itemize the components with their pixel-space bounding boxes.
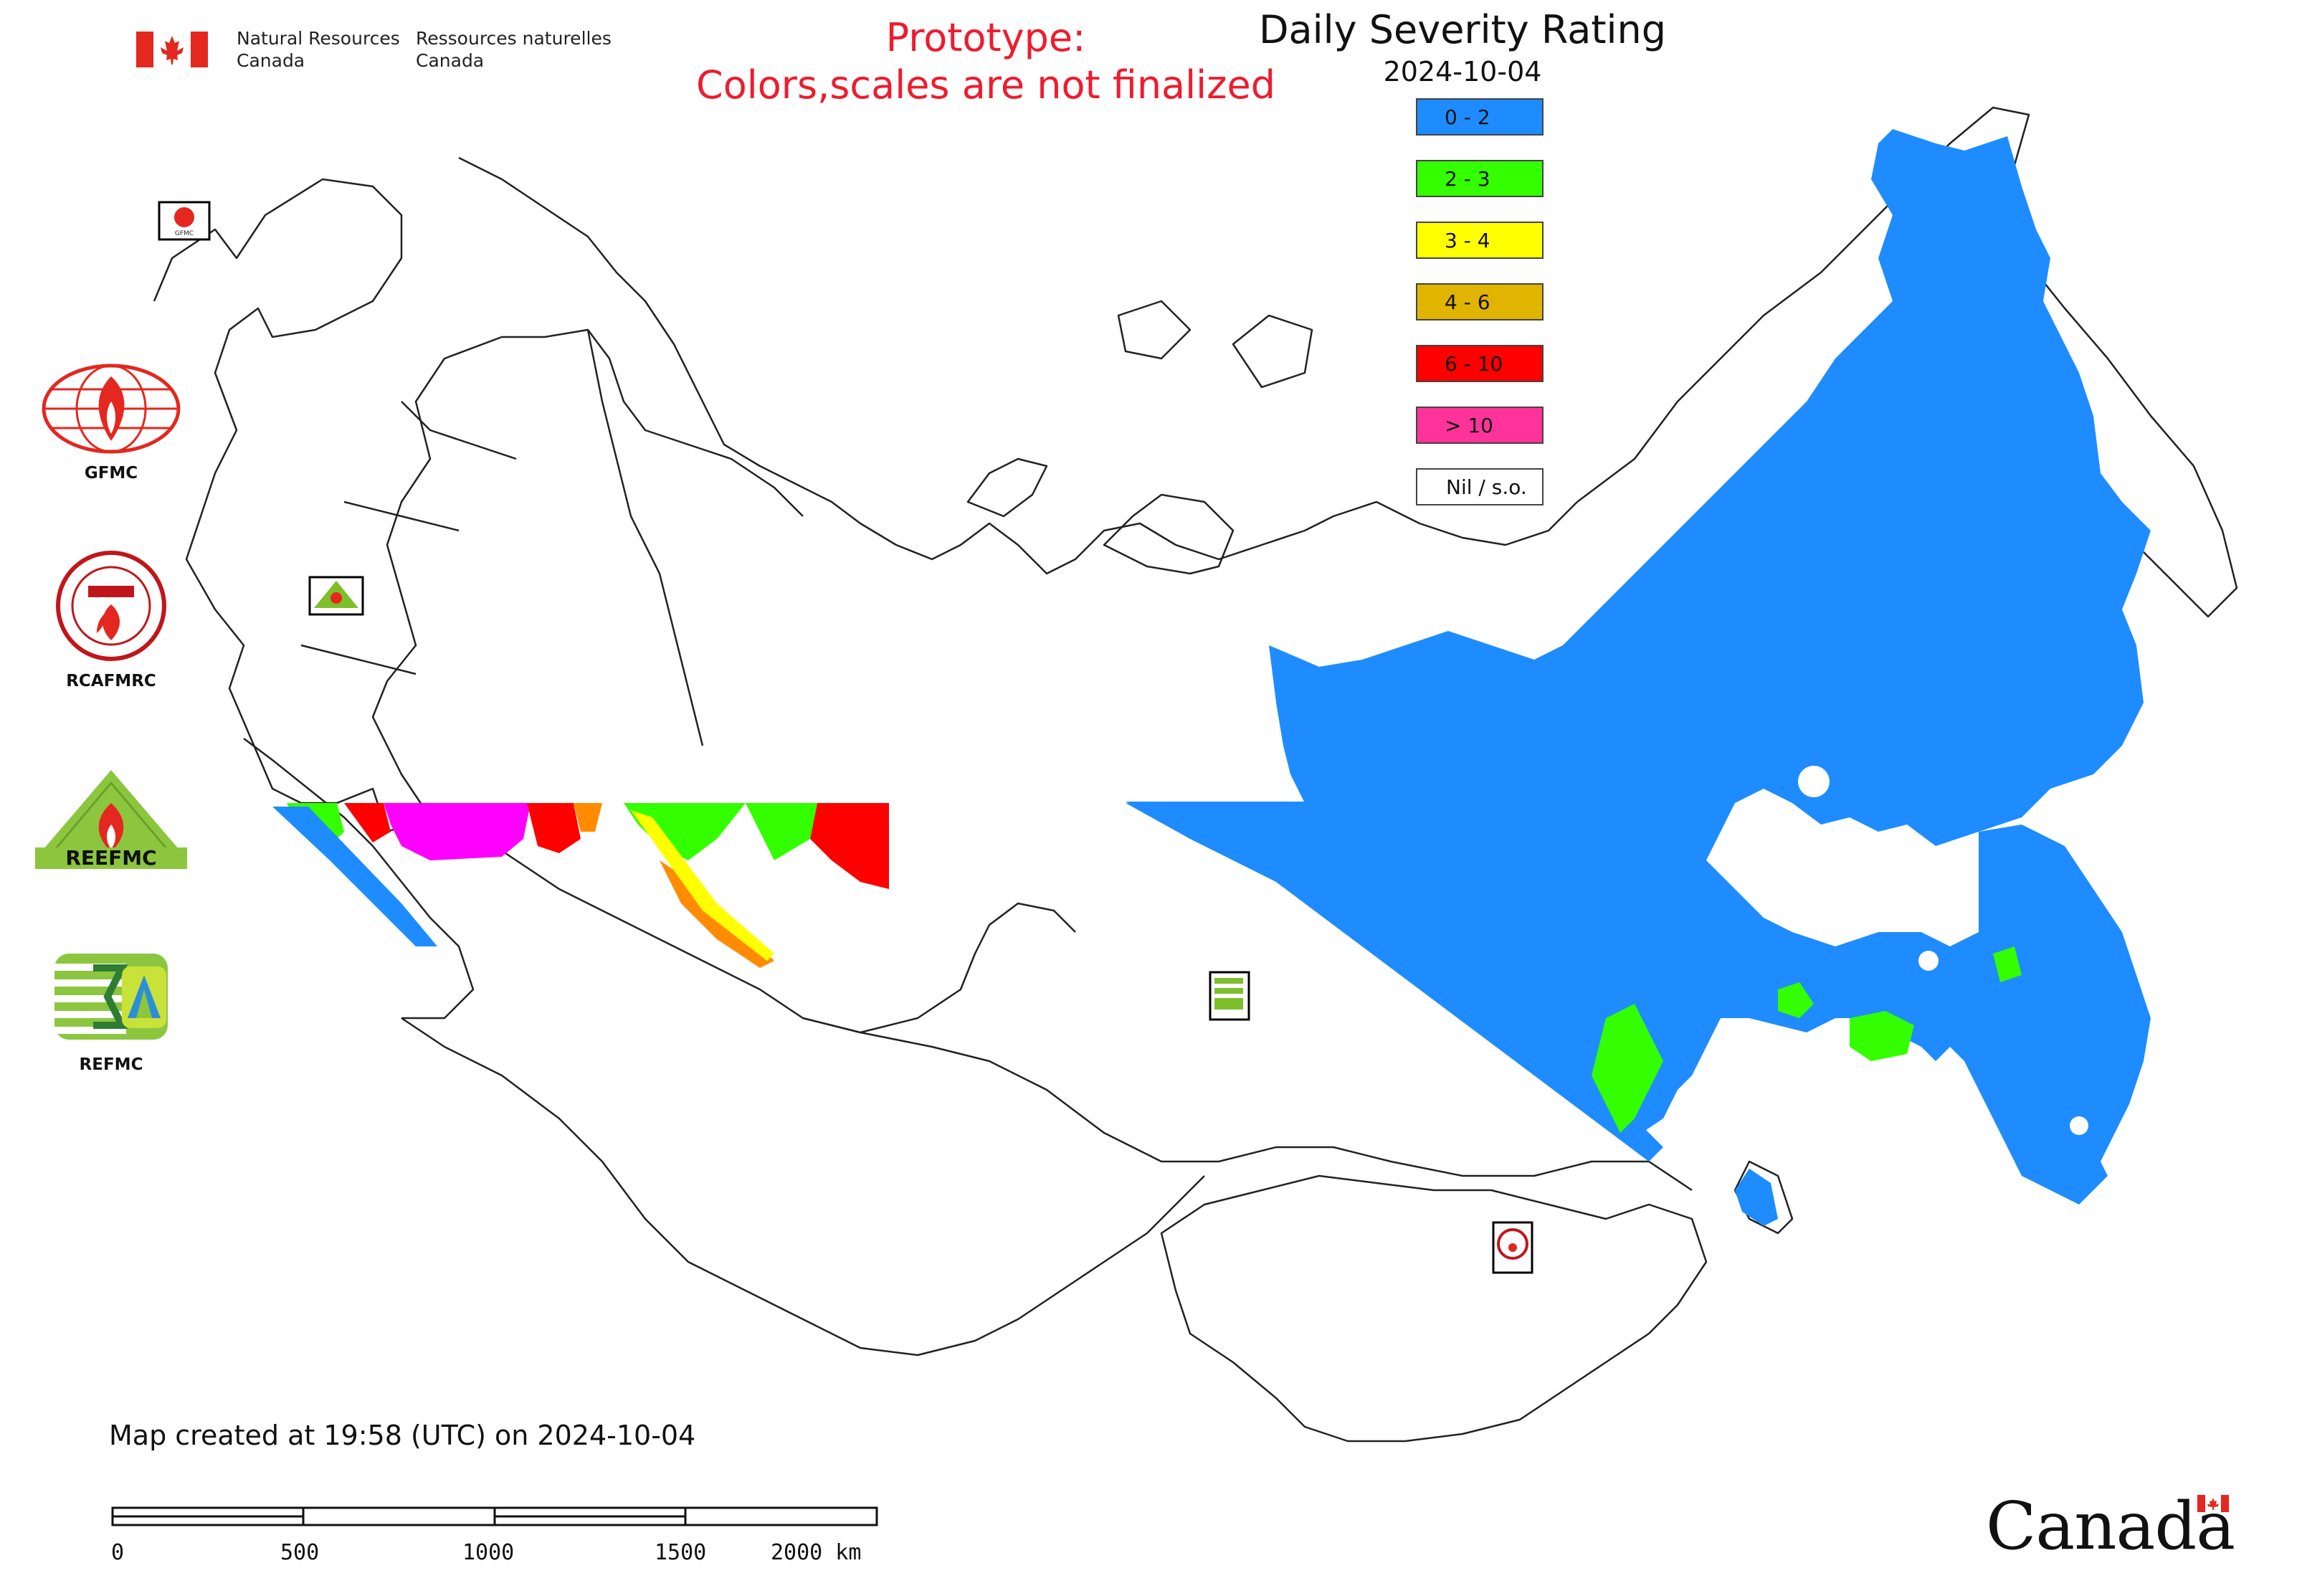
refmc-logo: REFMC — [29, 946, 194, 1074]
canada-wordmark-flag-icon — [2197, 1495, 2230, 1512]
kazakhstan-border — [429, 816, 1076, 1034]
scale-tick-0: 0 — [111, 1540, 124, 1565]
chukotka-outline — [1576, 106, 2030, 503]
russia-south-border — [802, 1017, 1693, 1192]
scale-tick-1500: 1500 — [655, 1540, 706, 1565]
severity-strip-mid-4 — [631, 810, 774, 961]
nil-hole-2 — [1918, 951, 1939, 971]
legend-item-2-3: 2 - 3 — [1416, 160, 1544, 197]
sakhalin-outline — [1733, 1160, 1794, 1235]
reefmc-wordmark: REEFMC — [65, 846, 156, 870]
severity-zone-0-2-sakhalin — [1735, 1169, 1778, 1226]
refmc-label: REFMC — [79, 1055, 143, 1074]
legend-label: 6 - 10 — [1445, 351, 1503, 376]
agency-name-fr: Ressources naturelles Canada — [416, 28, 612, 71]
ukraine-belarus-border — [243, 738, 475, 1020]
agency-name-en: Natural Resources Canada — [237, 28, 400, 71]
prototype-line-2: Colors,scales are not finalized — [696, 62, 1275, 108]
severity-zone-2-3-c — [1850, 1011, 1914, 1061]
legend-item-gt-10: > 10 — [1416, 407, 1544, 444]
taymyr-peninsula — [1103, 493, 1235, 575]
legend-label: 0 - 2 — [1445, 105, 1490, 129]
legend-label: > 10 — [1445, 413, 1493, 437]
legend-label: 4 - 6 — [1445, 290, 1490, 314]
severity-strip-west-6 — [272, 807, 437, 946]
novaya-zemlya — [966, 457, 1048, 518]
legend-label: 2 - 3 — [1445, 166, 1490, 191]
legend-label: 3 - 4 — [1445, 228, 1490, 252]
nil-hole-4 — [1688, 1104, 1717, 1133]
severity-layer — [272, 129, 2151, 1226]
svg-text:GFMC: GFMC — [175, 230, 194, 237]
scale-tick-500: 500 — [280, 1540, 319, 1565]
ural-region-borders — [300, 329, 704, 746]
severity-zone-0-2 — [1269, 129, 2151, 1205]
central-asia-border — [401, 1017, 1205, 1357]
reefmc-logo-icon: REEFMC — [35, 770, 187, 870]
gfmc-logo-icon — [42, 364, 181, 454]
map-creation-note: Map created at 19:58 (UTC) on 2024-10-04 — [109, 1420, 696, 1451]
legend-label: Nil / s.o. — [1446, 475, 1527, 499]
legend-item-nil: Nil / s.o. — [1416, 468, 1544, 505]
scale-bar: 0 500 1000 1500 2000 km — [111, 1506, 878, 1565]
russia-north-coast — [458, 156, 1578, 575]
legend-item-0-2: 0 - 2 — [1416, 98, 1544, 136]
reefmc-logo: REEFMC — [29, 767, 194, 878]
rcafmrc-logo: RCAFMRC — [29, 548, 194, 690]
gfmc-logo: GFMC — [29, 362, 194, 483]
scale-tick-1000: 1000 — [462, 1540, 514, 1565]
severity-strip-mid-2 — [810, 803, 889, 889]
prototype-notice: Prototype: Colors,scales are not finaliz… — [609, 14, 1362, 109]
severity-strip-west-3 — [574, 803, 602, 832]
mongolia-border — [1160, 1174, 1708, 1443]
severity-zone-2-3-b — [1778, 982, 1814, 1018]
severity-zone-0-2-east — [1979, 825, 2151, 1176]
severity-strip-mid-1 — [624, 803, 746, 860]
severity-strip-west-1 — [384, 803, 531, 860]
europe-outline — [153, 178, 804, 833]
nil-hole-3 — [2070, 1116, 2088, 1135]
severity-strip-mid-5 — [746, 803, 817, 860]
prototype-line-1: Prototype: — [885, 15, 1086, 60]
rcafmrc-logo-icon — [56, 551, 166, 661]
canada-wordmark-text: Canada — [1986, 1488, 2235, 1564]
canada-flag-icon — [136, 32, 208, 67]
refmc-logo-icon — [54, 954, 168, 1040]
legend-item-3-4: 3 - 4 — [1416, 222, 1544, 259]
map-title: Daily Severity Rating — [1258, 7, 1667, 52]
severity-zone-2-3-d — [1993, 946, 2022, 982]
legend-item-6-10: 6 - 10 — [1416, 345, 1544, 382]
scale-tick-2000-km: 2000 km — [771, 1540, 861, 1565]
severity-zone-2-3 — [1592, 1004, 1663, 1133]
severity-strip-east — [1126, 803, 1405, 961]
map-icons: GFMC — [158, 201, 1533, 1274]
nrcan-signature: Natural Resources Canada Ressources natu… — [136, 27, 652, 85]
legend-item-4-6: 4 - 6 — [1416, 283, 1544, 320]
nil-hole-1 — [1798, 766, 1830, 797]
canada-wordmark: Canada — [1986, 1488, 2235, 1564]
arctic-islands — [1117, 300, 1313, 389]
rcafmrc-label: RCAFMRC — [66, 672, 156, 690]
severity-strip-west-5 — [344, 803, 391, 842]
gfmc-label: GFMC — [84, 464, 138, 483]
severity-strip-west-2 — [527, 803, 581, 853]
map-date: 2024-10-04 — [1383, 56, 1542, 87]
